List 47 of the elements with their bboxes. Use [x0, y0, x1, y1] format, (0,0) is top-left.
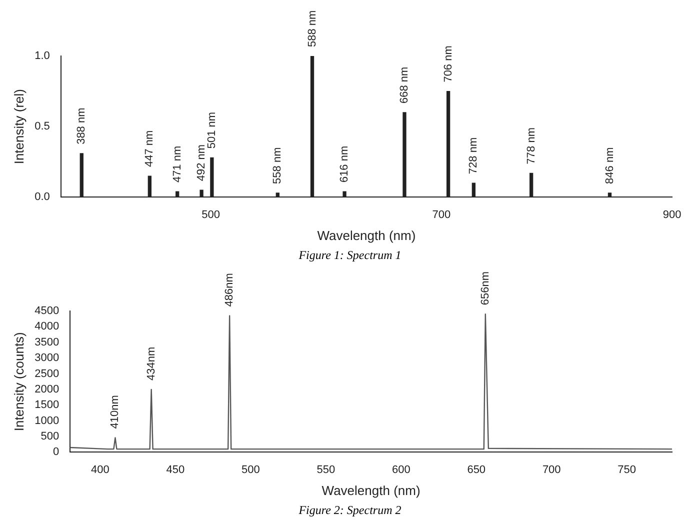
y-tick-label: 0.5	[34, 120, 50, 133]
annotation: 728 nm	[468, 137, 480, 174]
annotation: 486nm	[224, 273, 236, 307]
x-tick-label: 900	[662, 208, 682, 221]
x-tick-label: 450	[166, 464, 185, 476]
annotation: 447 nm	[144, 130, 156, 168]
annotation: 616 nm	[338, 146, 351, 183]
annotation: 706 nm	[442, 46, 454, 82]
x-axis-title: Wavelength (nm)	[317, 228, 416, 243]
x-tick-label: 700	[432, 208, 451, 221]
y-tick-label: 4000	[34, 320, 60, 333]
annotation: 434nm	[145, 346, 158, 380]
annotation: 471 nm	[171, 146, 184, 183]
annotation: 492 nm	[196, 144, 208, 182]
annotation: 558 nm	[272, 147, 284, 184]
y-tick-label: 3500	[34, 336, 60, 348]
annotation: 778 nm	[525, 127, 538, 164]
annotation: 410nm	[109, 395, 122, 429]
y-tick-label: 3000	[34, 352, 60, 364]
y-tick-label: 0	[52, 446, 60, 458]
x-tick-label: 650	[467, 464, 486, 476]
y-tick-label: 0.0	[34, 191, 50, 204]
x-tick-label: 500	[202, 208, 220, 221]
y-tick-label: 2000	[34, 383, 60, 396]
x-tick-label: 750	[618, 464, 636, 476]
x-tick-label: 500	[241, 464, 260, 476]
x-tick-label: 400	[90, 464, 110, 476]
x-tick-label: 550	[316, 464, 336, 476]
x-axis-title: Wavelength (nm)	[322, 482, 420, 498]
y-tick-label: 4500	[34, 305, 60, 318]
y-axis-title: Intensity (counts)	[11, 332, 26, 432]
y-tick-label: 1000	[34, 414, 60, 427]
annotation: 588 nm	[306, 10, 318, 47]
annotation: 846 nm	[604, 147, 616, 184]
y-tick-label: 2500	[34, 368, 60, 380]
annotation: 501 nm	[206, 112, 218, 149]
y-axis-title: Intensity (rel)	[11, 89, 26, 164]
annotation: 388 nm	[76, 108, 88, 144]
y-tick-label: 1.0	[34, 50, 50, 62]
y-tick-label: 1500	[34, 399, 60, 412]
y-tick-label: 500	[40, 430, 60, 443]
x-tick-label: 700	[542, 464, 561, 476]
annotation: 656nm	[479, 271, 492, 306]
caption: Figure 1: Spectrum 1	[298, 248, 402, 263]
x-tick-label: 600	[392, 464, 410, 476]
caption: Figure 2: Spectrum 2	[298, 503, 402, 518]
annotation: 668 nm	[398, 66, 411, 104]
